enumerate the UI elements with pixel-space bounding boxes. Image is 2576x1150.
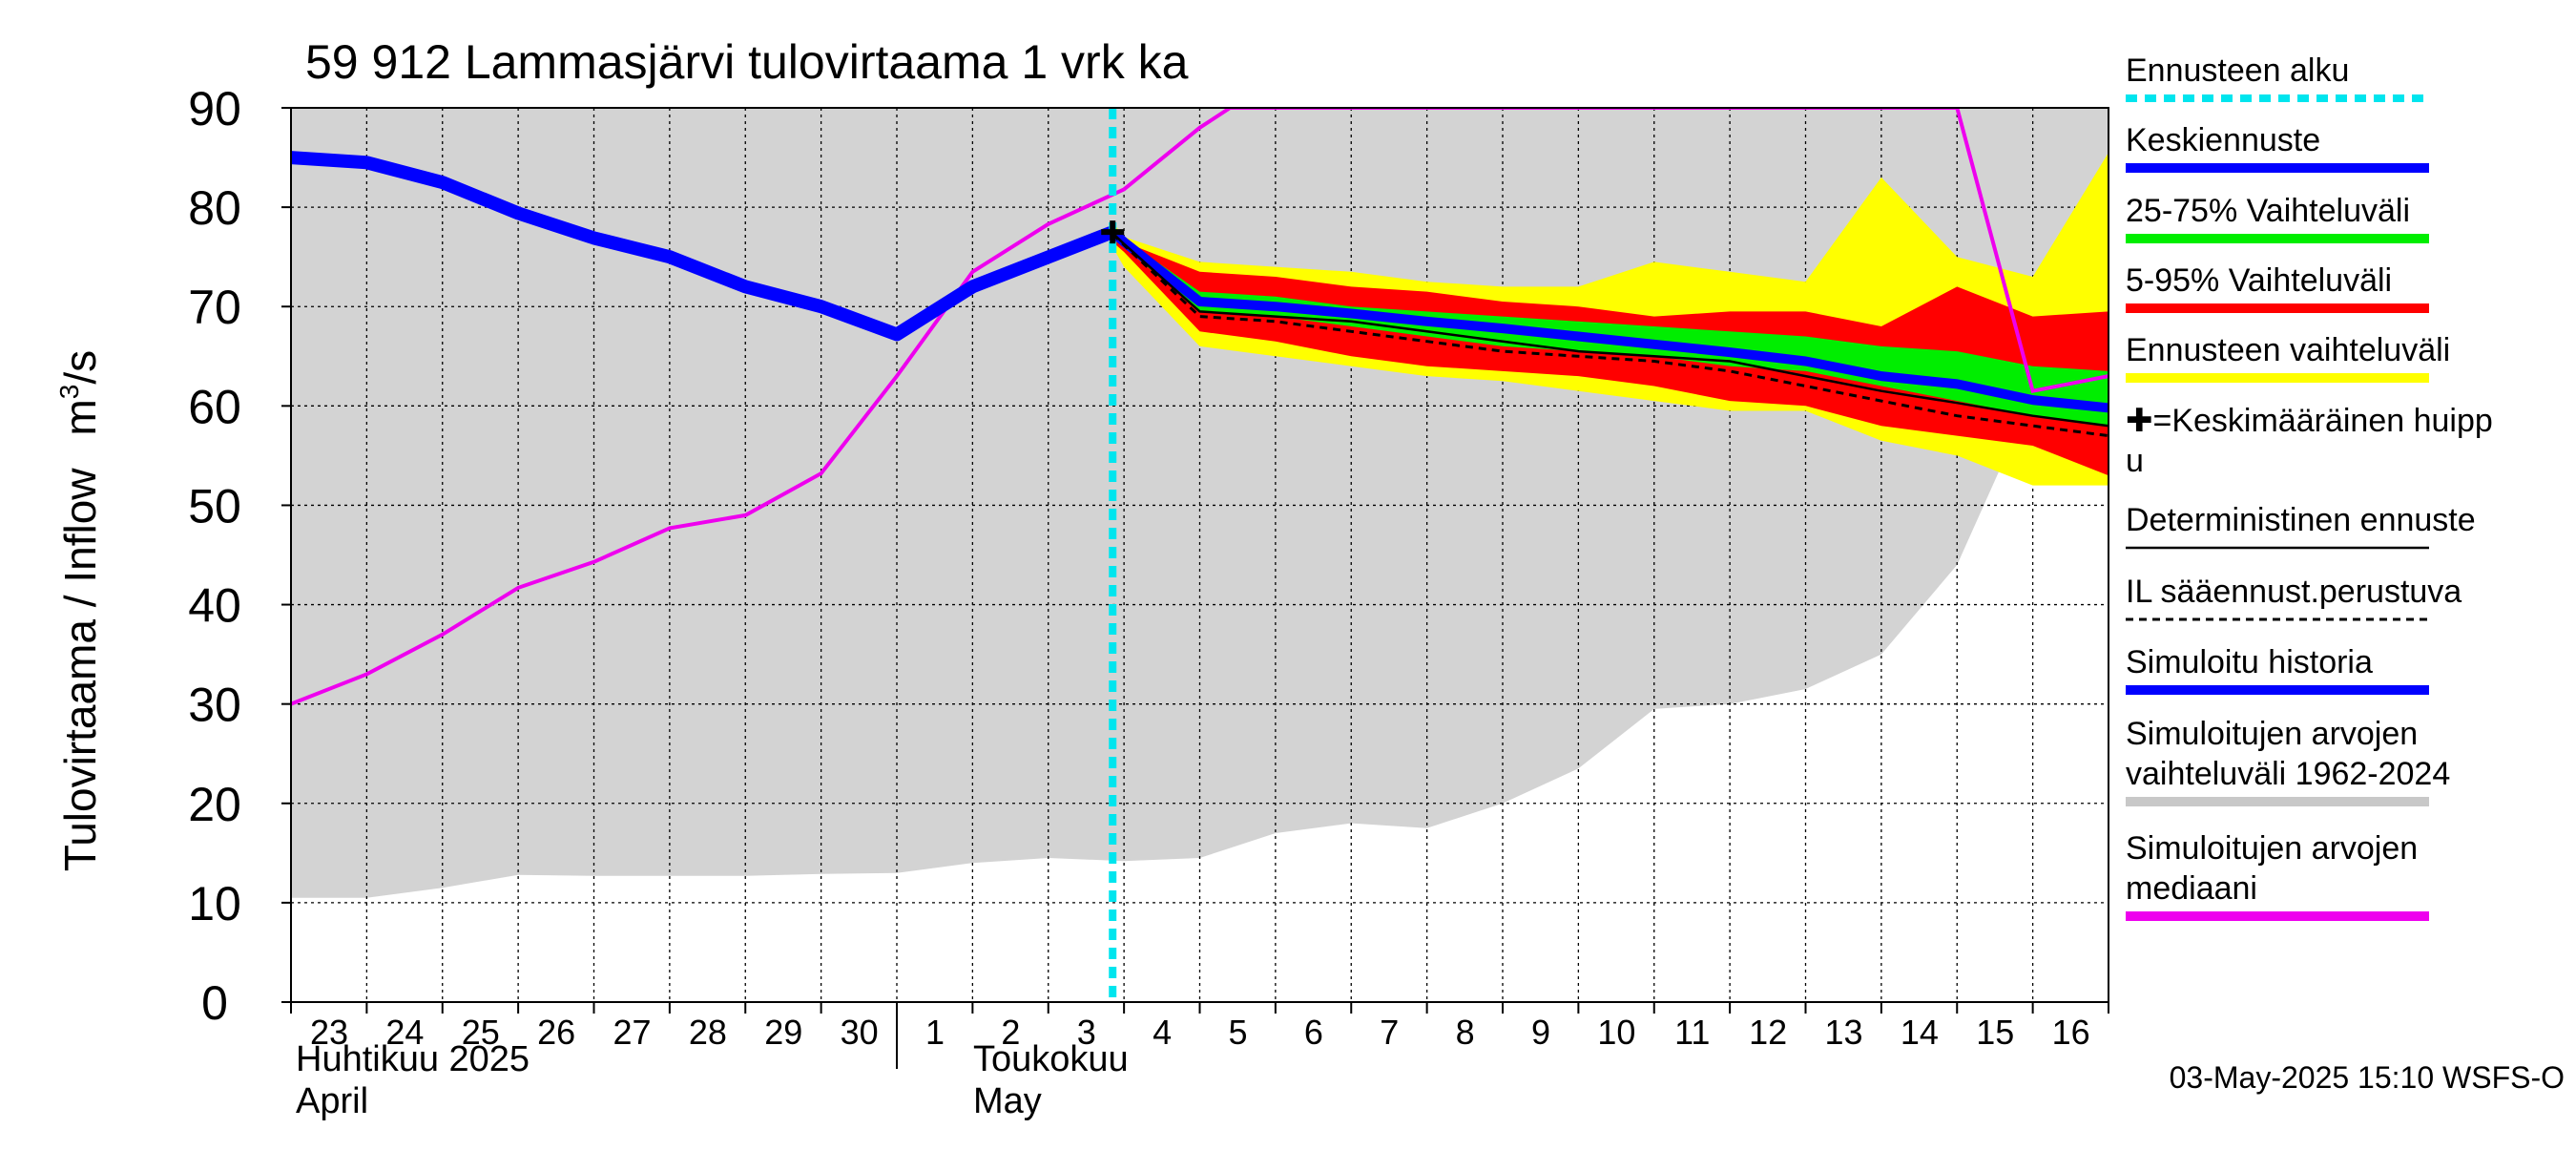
y-tick-label: 20 [188, 778, 241, 831]
x-tick-label: 5 [1228, 1013, 1247, 1052]
legend-label: IL sääennust.perustuva [2126, 574, 2462, 610]
legend-label: Deterministinen ennuste [2126, 502, 2476, 538]
y-axis-unit-base: m [55, 399, 105, 435]
legend-label: Simuloitu historia [2126, 644, 2373, 680]
y-tick-label: 30 [188, 679, 241, 732]
x-tick-label: 14 [1901, 1013, 1939, 1052]
chart-title: 59 912 Lammasjärvi tulovirtaama 1 vrk ka [305, 35, 1189, 89]
y-axis-label: Tulovirtaama / Inflow m3/s [54, 350, 105, 871]
simulated-history-line [291, 151, 1115, 342]
month-label-april-fi: Huhtikuu 2025 [296, 1039, 530, 1079]
legend: Ennusteen alku Keskiennuste 25-75% Vaihtel… [2126, 52, 2493, 921]
x-tick-label: 13 [1824, 1013, 1862, 1052]
legend-label: Keskiennuste [2126, 122, 2320, 158]
y-tick-label: 40 [188, 579, 241, 633]
x-tick-label: 23 [310, 1013, 348, 1052]
x-tick-label: 3 [1077, 1013, 1096, 1052]
x-tick-label: 24 [385, 1013, 424, 1052]
x-tick-label: 9 [1531, 1013, 1550, 1052]
y-tick-label: 10 [188, 877, 241, 930]
x-tick-label: 8 [1456, 1013, 1475, 1052]
legend-label: Ennusteen alku [2126, 52, 2349, 89]
x-tick-label: 28 [689, 1013, 727, 1052]
x-tick-label: 1 [925, 1013, 945, 1052]
y-axis-unit-exp: 3 [54, 385, 84, 400]
x-tick-label: 11 [1674, 1013, 1710, 1052]
x-tick-label: 29 [764, 1013, 802, 1052]
x-tick-label: 2 [1001, 1013, 1020, 1052]
plot-area [291, 108, 2109, 1002]
x-tick-label: 26 [537, 1013, 575, 1052]
x-tick-label: 7 [1380, 1013, 1399, 1052]
y-tick-label: 60 [188, 380, 241, 433]
legend-label: 5-95% Vaihteluväli [2126, 262, 2392, 299]
x-tick-label: 12 [1749, 1013, 1787, 1052]
y-tick-label: 0 [201, 976, 228, 1030]
mean-peak-marker [1101, 220, 1125, 244]
legend-label: Ennusteen vaihteluväli [2126, 332, 2450, 368]
y-tick-label: 90 [188, 82, 241, 136]
legend-label: 25-75% Vaihteluväli [2126, 193, 2410, 229]
simulated-median-line [291, 108, 2109, 706]
legend-label: Simuloitujen arvojen [2126, 716, 2418, 752]
x-tick-label: 27 [613, 1013, 651, 1052]
y-axis-unit-rest: /s [55, 350, 105, 385]
x-tick-label: 4 [1153, 1013, 1172, 1052]
legend-label: Simuloitujen arvojen [2126, 830, 2418, 867]
x-tick-label: 6 [1304, 1013, 1323, 1052]
x-tick-label: 30 [841, 1013, 879, 1052]
deterministic-forecast-line [1111, 232, 2109, 428]
y-axis-label-text: Tulovirtaama / Inflow [55, 468, 105, 871]
y-tick-label: 70 [188, 281, 241, 334]
month-label-may-en: May [973, 1081, 1042, 1121]
month-label-april-en: April [296, 1081, 368, 1121]
month-label-may-fi: Toukokuu [973, 1039, 1129, 1079]
x-tick-label: 25 [462, 1013, 500, 1052]
y-tick-label: 80 [188, 181, 241, 235]
legend-label-2: mediaani [2126, 870, 2257, 907]
legend-label-2: u [2126, 443, 2144, 479]
il-forecast-line [1111, 233, 2109, 438]
legend-label-2: vaihteluväli 1962-2024 [2126, 756, 2450, 792]
legend-label: ✚=Keskimääräinen huipp [2126, 403, 2493, 439]
y-tick-label: 50 [188, 479, 241, 533]
x-tick-label: 16 [2052, 1013, 2090, 1052]
footer-timestamp: 03-May-2025 15:10 WSFS-O [2170, 1060, 2565, 1095]
x-tick-label: 15 [1976, 1013, 2014, 1052]
x-tick-label: 10 [1597, 1013, 1635, 1052]
forecast-median-line [1109, 228, 2109, 413]
